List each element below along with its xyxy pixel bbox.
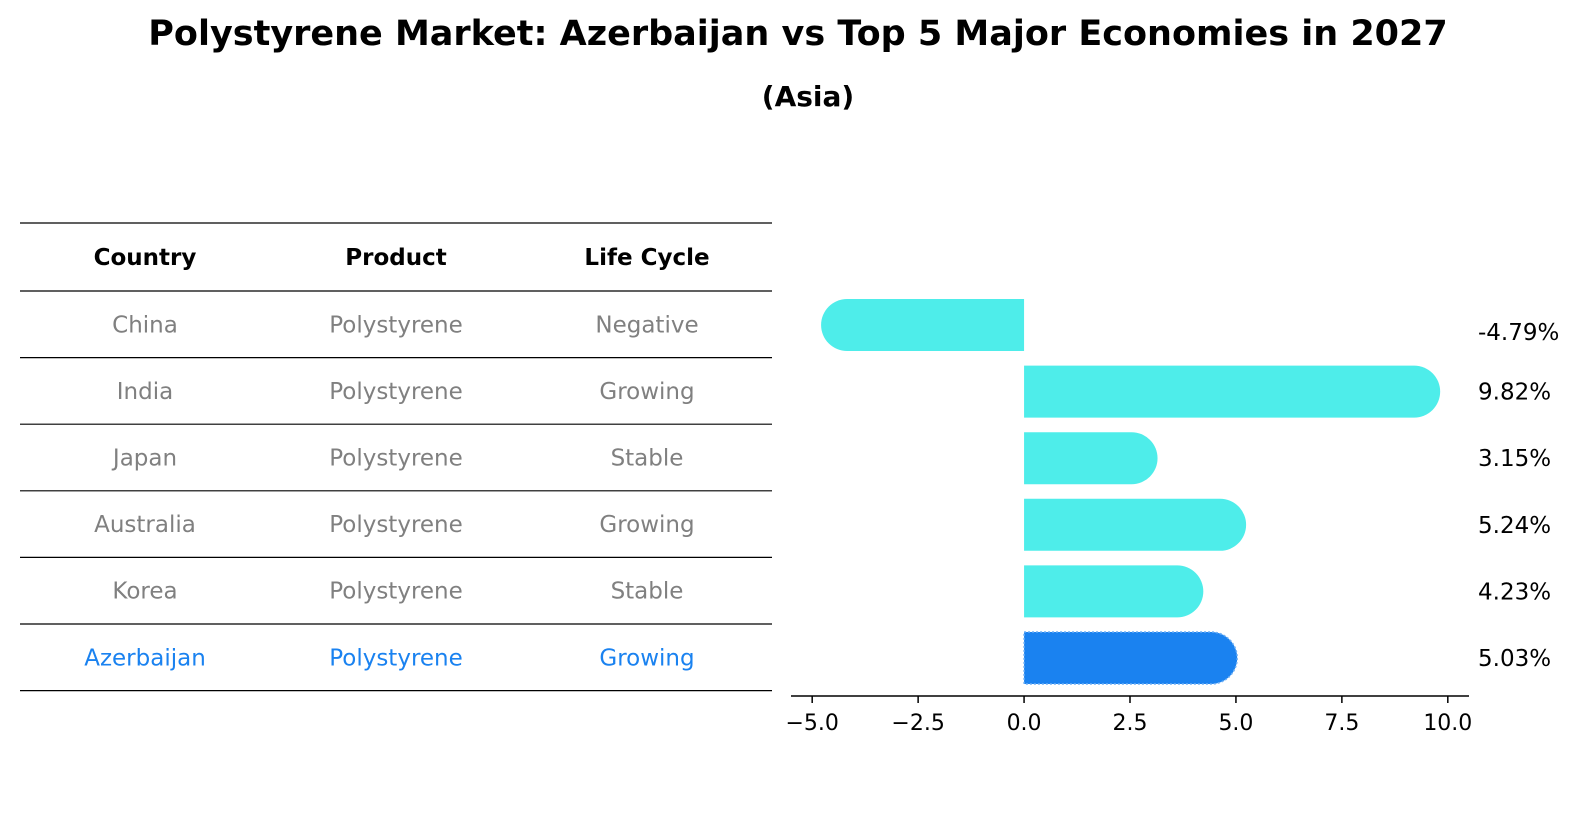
cell-life-cycle: Growing [599, 645, 694, 671]
cell-product: Polystyrene [329, 512, 463, 538]
cell-product: Polystyrene [329, 312, 463, 338]
value-label: -4.79% [1478, 320, 1559, 346]
cell-product: Polystyrene [329, 645, 463, 671]
x-tick-label: −5.0 [785, 711, 838, 736]
cell-life-cycle: Growing [599, 512, 694, 538]
table-row: India Polystyrene Growing [117, 379, 695, 405]
table-row: Japan Polystyrene Stable [111, 446, 684, 472]
cell-product: Polystyrene [329, 379, 463, 405]
table-row: Azerbaijan Polystyrene Growing [84, 645, 694, 671]
value-label: 5.03% [1478, 646, 1551, 672]
value-labels: -4.79% 9.82% 3.15% 5.24% 4.23% 5.03% [1478, 320, 1559, 672]
bar-korea [1024, 565, 1204, 618]
value-label: 5.24% [1478, 513, 1551, 539]
table-header-life-cycle: Life Cycle [584, 245, 709, 271]
cell-country: Japan [111, 446, 177, 472]
x-tick-label: 0.0 [1007, 711, 1042, 736]
cell-life-cycle: Growing [599, 379, 694, 405]
chart-subtitle: (Asia) [761, 80, 855, 113]
cell-country: China [112, 312, 178, 338]
x-tick-label: −2.5 [891, 711, 944, 736]
cell-life-cycle: Negative [595, 312, 698, 338]
table-header-country: Country [94, 245, 197, 271]
cell-country: India [117, 379, 173, 405]
cell-country: Korea [112, 579, 177, 605]
table-header-product: Product [345, 245, 446, 271]
value-label: 3.15% [1478, 446, 1551, 472]
bar-australia [1024, 498, 1247, 551]
cell-country: Australia [94, 512, 196, 538]
cell-product: Polystyrene [329, 579, 463, 605]
growth-bar-chart [821, 299, 1441, 685]
cell-life-cycle: Stable [611, 446, 684, 472]
bar-india [1024, 365, 1441, 418]
bar-japan [1024, 432, 1158, 485]
cell-product: Polystyrene [329, 446, 463, 472]
x-axis: −5.0 −2.5 0.0 2.5 5.0 7.5 10.0 [785, 695, 1472, 736]
bar-china [821, 299, 1025, 351]
x-tick-label: 5.0 [1218, 711, 1253, 736]
cell-life-cycle: Stable [611, 579, 684, 605]
comparison-table: Country Product Life Cycle China Polystyrene… [20, 222, 772, 692]
value-label: 9.82% [1478, 380, 1551, 406]
table-row: Korea Polystyrene Stable [112, 579, 683, 605]
value-label: 4.23% [1478, 579, 1551, 605]
table-row: Australia Polystyrene Growing [94, 512, 694, 538]
x-tick-label: 2.5 [1113, 711, 1148, 736]
table-row: China Polystyrene Negative [112, 312, 698, 338]
chart-title: Polystyrene Market: Azerbaijan vs Top 5 … [148, 14, 1448, 54]
x-tick-label: 7.5 [1324, 711, 1359, 736]
x-tick-label: 10.0 [1423, 711, 1472, 736]
bar-azerbaijan [1023, 631, 1238, 685]
cell-country: Azerbaijan [84, 645, 206, 671]
